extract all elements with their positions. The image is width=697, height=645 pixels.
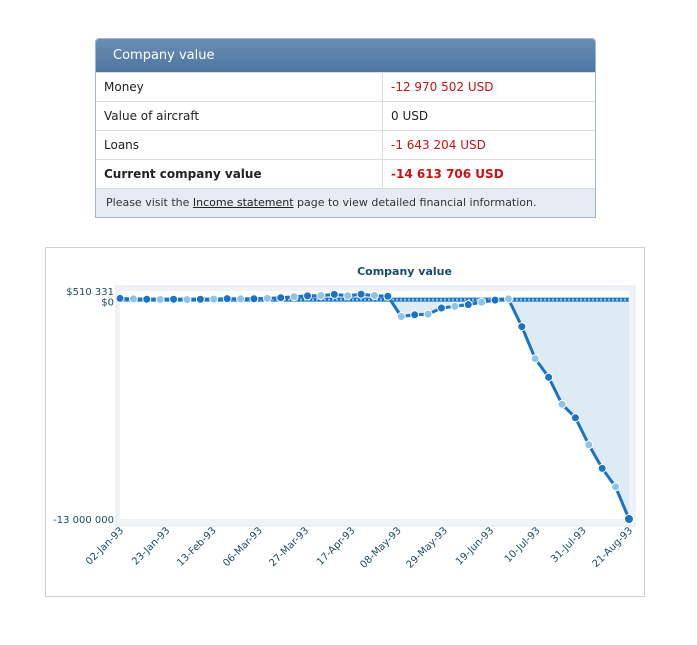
- company-value-panel: Company value Money -12 970 502 USD Valu…: [95, 38, 596, 218]
- data-point: [276, 293, 286, 303]
- x-tick-label: 23-Jan-93: [130, 525, 172, 567]
- row-value: 0 USD: [382, 101, 595, 131]
- data-point: [182, 295, 192, 305]
- row-value: -12 970 502 USD: [382, 72, 595, 102]
- x-tick-label: 13-Feb-93: [175, 525, 218, 568]
- data-point: [249, 294, 259, 304]
- data-point: [329, 289, 339, 299]
- data-point: [477, 297, 487, 307]
- data-point: [570, 413, 580, 423]
- panel-title: Company value: [96, 39, 595, 72]
- x-tick-label: 19-Jun-93: [454, 525, 496, 567]
- row-label: Loans: [96, 130, 383, 160]
- data-point: [611, 482, 621, 492]
- table-row: Money -12 970 502 USD: [96, 72, 595, 102]
- data-point: [128, 294, 138, 304]
- chart-title: Company value: [357, 265, 452, 278]
- data-point: [584, 440, 594, 450]
- x-tick-label: 17-Apr-93: [315, 525, 358, 568]
- x-tick-label: 10-Jul-93: [503, 525, 543, 565]
- area-fill: [120, 294, 629, 519]
- data-point: [436, 303, 446, 313]
- y-tick-label: $0: [101, 298, 114, 309]
- data-point: [115, 293, 125, 303]
- row-label: Current company value: [96, 159, 383, 188]
- data-point: [423, 309, 433, 319]
- y-tick-label: -13 000 000: [53, 515, 114, 526]
- chart-svg: Company value $510 331$0 -13 000 00002-Jan…: [53, 265, 636, 571]
- data-point: [142, 294, 152, 304]
- row-value: -1 643 204 USD: [382, 130, 595, 160]
- total-row: Current company value -14 613 706 USD: [96, 159, 595, 188]
- data-point: [597, 463, 607, 473]
- data-point: [195, 294, 205, 304]
- company-value-chart: Company value $510 331 $0 -13 000 000 02-Jan…: [45, 247, 645, 597]
- income-statement-link[interactable]: Income statement: [192, 196, 294, 209]
- x-tick-label: 08-May-93: [358, 525, 403, 570]
- data-point: [490, 295, 500, 305]
- data-point: [450, 301, 460, 311]
- data-point: [155, 294, 165, 304]
- table-row: Loans -1 643 204 USD: [96, 130, 595, 160]
- data-point: [463, 300, 473, 310]
- data-point: [396, 311, 406, 321]
- data-point: [169, 294, 179, 304]
- data-point: [316, 291, 326, 301]
- data-point: [383, 291, 393, 301]
- data-point: [624, 514, 634, 524]
- row-label: Money: [96, 72, 383, 102]
- data-point: [303, 291, 313, 301]
- data-point: [236, 294, 246, 304]
- data-point: [222, 294, 232, 304]
- y-tick-label: $510 331: [66, 287, 114, 298]
- data-point: [557, 399, 567, 409]
- data-point: [544, 372, 554, 382]
- data-point: [262, 293, 272, 303]
- note-text-end: page to view detailed financial informat…: [293, 196, 537, 209]
- data-point: [410, 310, 420, 320]
- x-tick-label: 27-Mar-93: [267, 525, 311, 569]
- data-point: [370, 291, 379, 301]
- data-point: [530, 354, 540, 364]
- x-tick-label: 29-May-93: [405, 525, 450, 570]
- data-point: [209, 294, 219, 304]
- x-tick-label: 02-Jan-93: [84, 525, 126, 567]
- data-point: [289, 292, 299, 302]
- x-tick-label: 06-Mar-93: [221, 525, 265, 569]
- x-tick-label: 31-Jul-93: [549, 525, 589, 565]
- data-point: [503, 294, 513, 304]
- row-label: Value of aircraft: [96, 101, 383, 131]
- data-point: [343, 291, 353, 301]
- row-value: -14 613 706 USD: [382, 159, 595, 188]
- table-row: Value of aircraft 0 USD: [96, 101, 595, 131]
- data-point: [356, 289, 366, 299]
- info-note: Please visit the Income statement page t…: [96, 188, 595, 217]
- company-value-table: Money -12 970 502 USD Value of aircraft …: [96, 72, 595, 188]
- data-point: [517, 322, 527, 332]
- x-tick-label: 21-Aug-93: [591, 525, 636, 570]
- note-text: Please visit the: [106, 196, 193, 209]
